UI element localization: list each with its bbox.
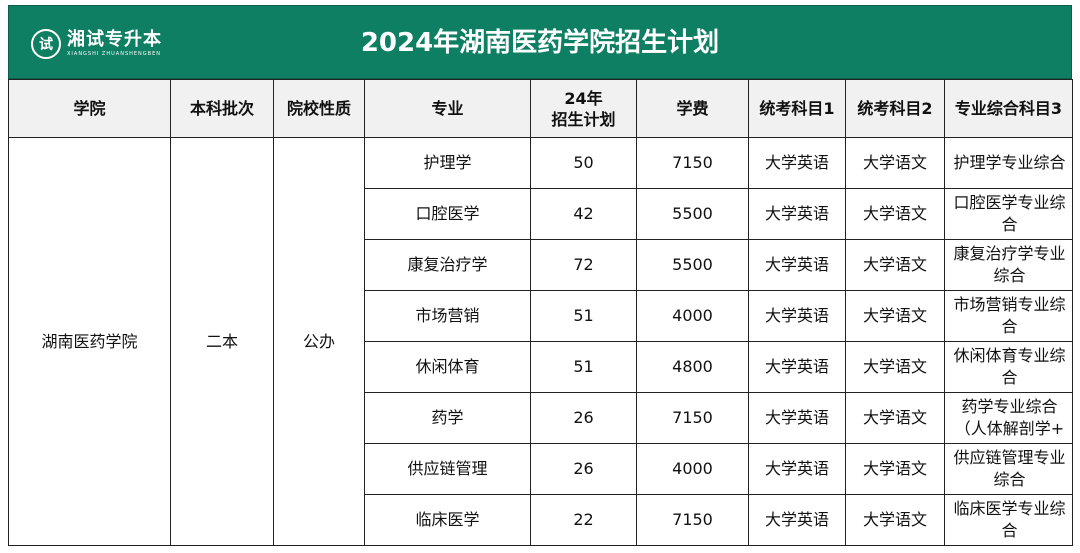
cell-fee: 4000 (636, 443, 749, 495)
cell-plan: 51 (530, 290, 637, 342)
cell-major: 护理学 (364, 137, 531, 189)
cell-plan: 26 (530, 392, 637, 444)
header-col-nature: 院校性质 (273, 79, 365, 138)
cell-subject1: 大学英语 (748, 443, 846, 495)
cell-subject1: 大学英语 (748, 239, 846, 291)
cell-major: 口腔医学 (364, 188, 531, 240)
cell-plan: 51 (530, 341, 637, 393)
cell-subject3: 康复治疗学专业综合 (944, 239, 1073, 291)
cell-subject2: 大学语文 (845, 188, 945, 240)
cell-nature: 公办 (273, 137, 365, 546)
logo-pinyin-name: XIANGSHI ZHUANSHENGBEN (67, 51, 161, 57)
cell-subject1: 大学英语 (748, 188, 846, 240)
cell-subject1: 大学英语 (748, 494, 846, 546)
cell-subject2: 大学语文 (845, 443, 945, 495)
cell-batch: 二本 (170, 137, 274, 546)
cell-subject1: 大学英语 (748, 341, 846, 393)
cell-fee: 5500 (636, 239, 749, 291)
cell-subject3-text: 口腔医学专业综合 (953, 193, 1066, 234)
table-row: 市场营销 51 4000 大学英语 大学语文 市场营销专业综合 (9, 290, 1073, 342)
cell-fee: 5500 (636, 188, 749, 240)
cell-subject3-text: 药学专业综合（人体解剖学+ (954, 397, 1065, 438)
cell-subject3: 药学专业综合（人体解剖学+ (944, 392, 1073, 444)
table-row: 湖南医药学院 二本 公办 护理学 50 7150 大学英语 大学语文 护理学专业综合 (8, 137, 1073, 546)
table-header-row: 学院 本科批次 院校性质 专业 24年 招生计划 学费 统考科目1 统考科目2 专业综合科目3 (8, 79, 1073, 138)
cell-subject2: 大学语文 (845, 341, 945, 393)
cell-subject3: 口腔医学专业综合 (944, 188, 1073, 240)
table-row: 供应链管理 26 4000 大学英语 大学语文 供应链管理专业综合 (9, 443, 1073, 495)
cell-subject2: 大学语文 (845, 290, 945, 342)
header-col-batch: 本科批次 (170, 79, 274, 138)
cell-plan: 22 (530, 494, 637, 546)
logo-text: 湘试专升本 XIANGSHI ZHUANSHENGBEN (67, 30, 162, 58)
cell-subject3-text: 临床医学专业综合 (953, 499, 1066, 540)
cell-subject2: 大学语文 (845, 137, 945, 189)
table-body: 湖南医药学院 二本 公办 护理学 50 7150 大学英语 大学语文 护理学专业综合 口腔医学 42… (8, 137, 1073, 546)
cell-subject1: 大学英语 (748, 392, 846, 444)
cell-subject3: 休闲体育专业综合 (944, 341, 1073, 393)
cell-fee: 7150 (636, 494, 749, 546)
enrollment-plan-table: 学院 本科批次 院校性质 专业 24年 招生计划 学费 统考科目1 统考科目2 专业综合科目3 湖… (8, 79, 1073, 546)
cell-subject2: 大学语文 (845, 239, 945, 291)
header-col-plan: 24年 招生计划 (530, 79, 637, 138)
cell-major: 供应链管理 (364, 443, 531, 495)
cell-fee: 7150 (636, 137, 749, 189)
page-title: 2024年湖南医药学院招生计划 (360, 28, 720, 58)
header-col-subject2: 统考科目2 (845, 79, 945, 138)
header-col-subject3: 专业综合科目3 (944, 79, 1073, 138)
header-col-subject1: 统考科目1 (748, 79, 846, 138)
cell-fee: 7150 (636, 392, 749, 444)
cell-fee: 4000 (636, 290, 749, 342)
logo-seal-icon: 试 (31, 29, 61, 59)
cell-major: 药学 (364, 392, 531, 444)
cell-subject2: 大学语文 (845, 392, 945, 444)
table-row: 口腔医学 42 5500 大学英语 大学语文 口腔医学专业综合 (9, 188, 1073, 240)
table-row: 临床医学 22 7150 大学英语 大学语文 临床医学专业综合 (9, 494, 1073, 546)
header-col-college: 学院 (8, 79, 171, 138)
cell-subject2: 大学语文 (845, 494, 945, 546)
logo-chinese-name: 湘试专升本 (67, 29, 162, 50)
table-row: 康复治疗学 72 5500 大学英语 大学语文 康复治疗学专业综合 (9, 239, 1073, 291)
cell-subject3-text: 休闲体育专业综合 (953, 346, 1066, 387)
cell-major: 休闲体育 (364, 341, 531, 393)
cell-subject3-text: 护理学专业综合 (953, 153, 1066, 172)
cell-subject3-text: 市场营销专业综合 (953, 295, 1066, 336)
header-col-major: 专业 (364, 79, 531, 138)
cell-plan: 26 (530, 443, 637, 495)
cell-subject3: 市场营销专业综合 (944, 290, 1073, 342)
table-row: 药学 26 7150 大学英语 大学语文 药学专业综合（人体解剖学+ (9, 392, 1073, 444)
cell-subject3: 供应链管理专业综合 (944, 443, 1073, 495)
cell-major: 市场营销 (364, 290, 531, 342)
logo: 试 湘试专升本 XIANGSHI ZHUANSHENGBEN (31, 24, 162, 64)
cell-fee: 4800 (636, 341, 749, 393)
cell-subject3-text: 供应链管理专业综合 (953, 448, 1066, 489)
cell-subject1: 大学英语 (748, 137, 846, 189)
title-banner: 试 湘试专升本 XIANGSHI ZHUANSHENGBEN 2024年湖南医药… (8, 5, 1072, 79)
cell-subject1: 大学英语 (748, 290, 846, 342)
table-row: 休闲体育 51 4800 大学英语 大学语文 休闲体育专业综合 (9, 341, 1073, 393)
cell-major: 临床医学 (364, 494, 531, 546)
cell-plan: 42 (530, 188, 637, 240)
cell-college: 湖南医药学院 (8, 137, 171, 546)
cell-subject3: 临床医学专业综合 (944, 494, 1073, 546)
cell-subject3: 护理学专业综合 (944, 137, 1073, 189)
cell-subject3-text: 康复治疗学专业综合 (953, 244, 1066, 285)
cell-plan: 50 (530, 137, 637, 189)
cell-plan: 72 (530, 239, 637, 291)
header-col-fee: 学费 (636, 79, 749, 138)
cell-major: 康复治疗学 (364, 239, 531, 291)
